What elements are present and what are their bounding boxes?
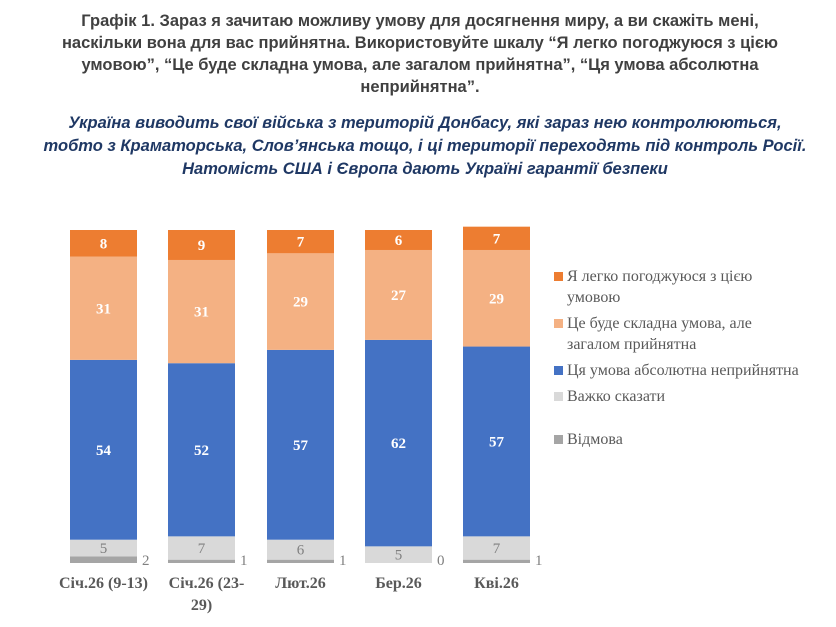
data-label: 7: [493, 231, 501, 247]
data-label: 31: [96, 301, 111, 317]
legend-item: Відмова: [554, 429, 804, 450]
bar-segment: [70, 556, 137, 563]
bar-segment: [70, 256, 137, 360]
bar-segment: [463, 536, 530, 560]
bar-segment: [70, 539, 137, 557]
subtitle-line: Україна виводить свої війська з територі…: [68, 114, 782, 132]
data-label: 62: [391, 436, 406, 452]
data-label: 7: [297, 235, 305, 251]
data-label: 52: [194, 443, 209, 459]
data-label: 1: [535, 553, 543, 569]
data-label: 5: [100, 541, 108, 557]
legend-label: Ця умова абсолютна неприйнятна: [567, 362, 799, 379]
category-label: Кві.26: [474, 575, 519, 592]
data-label: 0: [437, 553, 445, 569]
title-line: неприйнятна”.: [360, 78, 480, 96]
legend-swatch: [554, 435, 563, 444]
data-label: 29: [489, 291, 504, 307]
bar-segment: [70, 359, 137, 540]
bar-segment: [267, 349, 334, 540]
data-label: 6: [297, 543, 305, 559]
data-label: 6: [395, 233, 403, 249]
data-label: 7: [493, 541, 501, 557]
bar-segment: [463, 559, 530, 563]
data-label: 27: [391, 288, 407, 304]
data-label: 8: [100, 236, 108, 252]
legend-swatch: [554, 366, 563, 375]
data-label: 9: [198, 238, 206, 254]
data-label: 57: [489, 434, 505, 450]
legend-item: Я легко погоджуюся з цією умовою: [554, 266, 804, 308]
category-label: Січ.26 (23-: [169, 575, 245, 592]
bar-segment: [463, 249, 530, 347]
title-line: умовою”, “Це буде складна умова, але заг…: [81, 56, 759, 74]
bar-segment: [365, 546, 432, 563]
bar-segment: [463, 346, 530, 537]
category-label: Лют.26: [275, 575, 326, 592]
legend-swatch: [554, 319, 563, 328]
title-line: Графік 1. Зараз я зачитаю можливу умову …: [81, 12, 759, 30]
legend-label: Відмова: [567, 431, 623, 448]
subtitle-line: Натомість США і Європа дають Україні гар…: [182, 160, 668, 178]
bar-segment: [267, 539, 334, 560]
bar-segment: [168, 230, 235, 260]
bar-segment: [168, 363, 235, 537]
category-label: 29): [191, 597, 212, 614]
bar-segment: [267, 253, 334, 350]
data-label: 57: [293, 438, 309, 454]
legend-label: Я легко погоджуюся з цією умовою: [567, 268, 753, 306]
legend-item: Це буде складна умова, але загалом прийн…: [554, 313, 804, 355]
title-line: наскільки вона для вас прийнятна. Викори…: [61, 34, 779, 52]
legend-label: Це буде складна умова, але загалом прийн…: [567, 315, 752, 353]
bar-segment: [365, 230, 432, 250]
legend-item: Важко сказати: [554, 386, 804, 407]
bar-segment: [267, 559, 334, 563]
bar-segment: [168, 259, 235, 364]
legend-swatch: [554, 272, 563, 281]
legend-label: Важко сказати: [567, 388, 666, 405]
data-label: 1: [240, 553, 248, 569]
data-label: 29: [293, 295, 308, 311]
category-label: Січ.26 (9-13): [59, 575, 148, 592]
category-label: Бер.26: [375, 575, 422, 592]
subtitle-line: тобто з Краматорська, Слов’янська тощо, …: [43, 137, 807, 155]
data-label: 5: [395, 548, 403, 564]
bar-segment: [365, 249, 432, 340]
chart-subtitle: Україна виводить свої війська з територі…: [20, 112, 830, 181]
data-label: 1: [339, 553, 347, 569]
bar-segment: [267, 230, 334, 254]
bar-segment: [463, 226, 530, 250]
bar-segment: [168, 536, 235, 560]
data-label: 2: [142, 553, 150, 569]
data-label: 7: [198, 541, 206, 557]
data-label: 54: [96, 443, 112, 459]
legend: Я легко погоджуюся з цією умовою Це буде …: [554, 266, 804, 455]
data-label: 31: [194, 305, 209, 321]
bar-segment: [70, 230, 137, 257]
legend-item: Ця умова абсолютна неприйнятна: [554, 360, 804, 381]
bar-segment: [365, 339, 432, 547]
chart-title: Графік 1. Зараз я зачитаю можливу умову …: [20, 10, 820, 98]
bar-segment: [168, 559, 235, 563]
legend-swatch: [554, 392, 563, 401]
